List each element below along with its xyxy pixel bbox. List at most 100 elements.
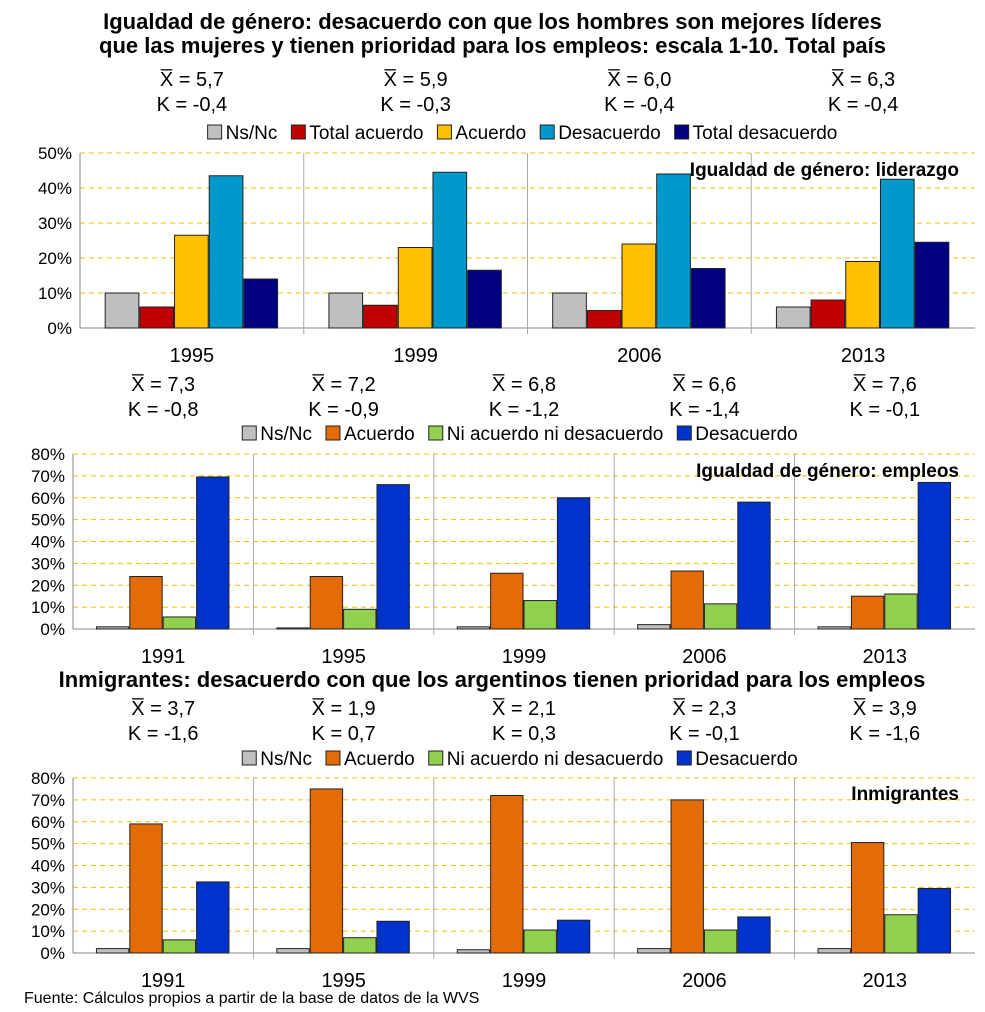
chart3-bar-desacuerdo-1991 — [196, 881, 230, 954]
chart2-ytick-label: 70% — [31, 467, 65, 486]
chart3-heading: Inmigrantes: desacuerdo con que los arge… — [59, 667, 926, 692]
chart2-bar-ns-nc-2013 — [817, 626, 851, 630]
chart3-kurtosis-label: K = 0,3 — [492, 723, 556, 745]
chart1-category-label: 1995 — [170, 345, 215, 367]
chart3-ytick-label: 80% — [31, 769, 65, 788]
chart1-bar-total-desacuerdo-1995 — [243, 278, 279, 329]
chart1-bar-ns-nc-1999 — [328, 292, 364, 329]
chart2-legend-swatch — [241, 425, 257, 441]
chart3-bar-acuerdo-2006 — [670, 799, 704, 954]
chart2-legend-swatch — [676, 425, 692, 441]
chart2-legend-swatch — [428, 425, 444, 441]
chart1-legend-label: Total desacuerdo — [693, 123, 838, 144]
chart2-bar-acuerdo-2006 — [670, 570, 704, 630]
chart2-bar-ni-acuerdo-ni-desacuerdo-1995 — [343, 608, 377, 630]
chart2-mean-label: X̅ = 7,3 — [131, 373, 195, 396]
chart3-category-label: 1995 — [321, 970, 366, 992]
chart2-ytick-label: 50% — [31, 511, 65, 530]
chart2-ytick-label: 40% — [31, 533, 65, 552]
chart1-mean-label: X̅ = 6,0 — [607, 68, 671, 91]
chart2-ytick-label: 20% — [31, 576, 65, 595]
chart2-ytick-label: 80% — [31, 445, 65, 464]
chart2-bar-ni-acuerdo-ni-desacuerdo-1991 — [162, 616, 197, 630]
chart3-bar-desacuerdo-1999 — [556, 919, 591, 954]
chart2-category-label: 2013 — [863, 646, 908, 668]
chart1-legend-label: Desacuerdo — [558, 123, 660, 144]
chart1-bar-ns-nc-1995 — [104, 292, 140, 329]
chart3-bar-acuerdo-1995 — [309, 788, 344, 954]
chart3-legend-swatch — [676, 750, 692, 766]
chart3-kurtosis-label: K = 0,7 — [312, 723, 376, 745]
chart3-legend-swatch — [325, 750, 341, 766]
chart2-ytick-label: 10% — [31, 598, 65, 617]
chart1-bar-total-acuerdo-2006 — [586, 310, 622, 329]
chart1-bar-acuerdo-1995 — [174, 234, 209, 329]
chart3-mean-label: X̅ = 1,9 — [312, 697, 376, 720]
chart1-ytick-label: 40% — [38, 179, 72, 198]
chart1-bar-total-desacuerdo-2013 — [914, 241, 950, 329]
chart1-mean-label: X̅ = 6,3 — [831, 68, 895, 91]
chart3-ytick-label: 40% — [31, 857, 65, 876]
chart3-category-label: 1991 — [141, 970, 186, 992]
chart2-mean-label: X̅ = 7,2 — [312, 373, 376, 396]
chart3-legend-label: Desacuerdo — [695, 749, 797, 770]
chart2-legend-label: Ni acuerdo ni desacuerdo — [447, 424, 664, 445]
chart2-plot-title: Igualdad de género: empleos — [696, 461, 959, 482]
chart3-kurtosis-label: K = -0,1 — [669, 723, 740, 745]
chart3-mean-label: X̅ = 3,7 — [131, 697, 195, 720]
chart3-bar-acuerdo-1999 — [490, 795, 524, 954]
chart3-legend-label: Ni acuerdo ni desacuerdo — [447, 749, 664, 770]
chart1-bar-desacuerdo-2006 — [656, 173, 691, 329]
chart1-legend-label: Total acuerdo — [309, 123, 423, 144]
chart3-ytick-label: 50% — [31, 835, 65, 854]
chart1-legend-label: Ns/Nc — [226, 123, 278, 144]
chart1-ytick-label: 50% — [38, 144, 72, 163]
chart1-ytick-label: 10% — [38, 284, 72, 303]
chart3-legend-swatch — [428, 750, 444, 766]
chart1-bar-desacuerdo-2013 — [879, 178, 915, 329]
chart2-bar-acuerdo-1991 — [129, 576, 163, 630]
chart1-category-label: 2013 — [841, 345, 886, 367]
chart2-category-label: 1999 — [502, 646, 547, 668]
chart3-bar-desacuerdo-1995 — [376, 920, 410, 954]
chart3-legend-label: Ns/Nc — [260, 749, 312, 770]
chart2-mean-label: X̅ = 7,6 — [853, 373, 917, 396]
chart2-bar-acuerdo-1999 — [490, 572, 524, 630]
chart1-kurtosis-label: K = -0,3 — [380, 94, 451, 116]
chart1-ytick-label: 0% — [47, 319, 72, 338]
chart3-bar-ns-nc-1995 — [276, 948, 310, 954]
chart2-bar-desacuerdo-1995 — [376, 484, 410, 630]
chart1-bar-desacuerdo-1999 — [432, 171, 468, 329]
chart3-bar-ni-acuerdo-ni-desacuerdo-1999 — [523, 929, 557, 954]
chart3-bar-ns-nc-2006 — [637, 948, 671, 954]
chart2-bar-ns-nc-1991 — [95, 626, 130, 630]
chart2-bar-ns-nc-2006 — [637, 624, 671, 630]
chart2-legend-swatch — [325, 425, 341, 441]
chart2-kurtosis-label: K = -0,1 — [849, 399, 920, 421]
chart3-bar-ns-nc-1991 — [95, 948, 130, 954]
chart1-legend-swatch — [539, 124, 555, 140]
chart2-bar-ns-nc-1999 — [456, 626, 491, 630]
chart3-category-label: 2013 — [863, 970, 908, 992]
chart3-kurtosis-label: K = -1,6 — [128, 723, 199, 745]
chart3-mean-label: X̅ = 2,1 — [492, 697, 556, 720]
chart1-legend-swatch — [207, 124, 223, 140]
chart1-bar-total-acuerdo-1995 — [139, 306, 175, 329]
chart3-ytick-label: 60% — [31, 813, 65, 832]
chart1-kurtosis-label: K = -0,4 — [828, 94, 899, 116]
chart1-bar-total-desacuerdo-2006 — [690, 268, 726, 329]
chart1-bar-total-acuerdo-2013 — [810, 299, 846, 329]
chart2-mean-label: X̅ = 6,8 — [492, 373, 556, 396]
chart3-bar-acuerdo-2013 — [850, 842, 885, 954]
chart2-bar-acuerdo-2013 — [850, 595, 885, 630]
chart3-mean-label: X̅ = 3,9 — [853, 697, 917, 720]
chart1-ytick-label: 30% — [38, 214, 72, 233]
chart1-category-label: 1999 — [393, 345, 438, 367]
chart3-ytick-label: 10% — [31, 922, 65, 941]
chart2-bar-ns-nc-1995 — [276, 627, 310, 630]
chart1-plot-title: Igualdad de género: liderazgo — [690, 160, 959, 181]
chart3-bar-desacuerdo-2013 — [917, 887, 952, 954]
chart1-kurtosis-label: K = -0,4 — [604, 94, 675, 116]
chart2-kurtosis-label: K = -1,4 — [669, 399, 740, 421]
chart2-kurtosis-label: K = -0,8 — [128, 399, 199, 421]
